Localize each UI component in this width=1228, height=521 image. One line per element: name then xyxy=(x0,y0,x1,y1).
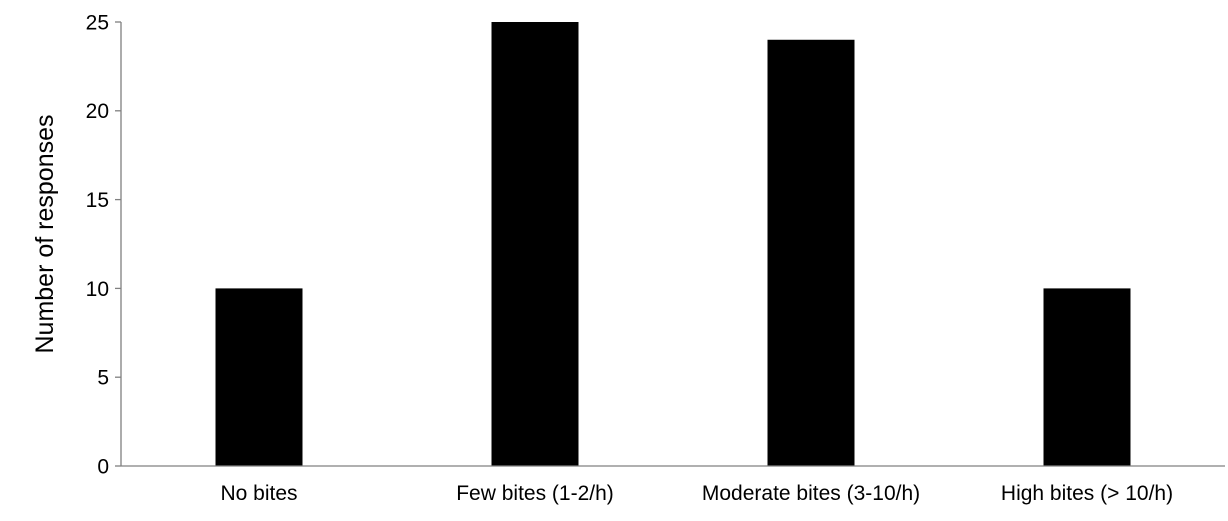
y-tick-label: 25 xyxy=(86,11,109,34)
bars-group xyxy=(215,22,1131,466)
y-tick-label: 10 xyxy=(86,278,109,301)
bar xyxy=(767,39,855,466)
bar xyxy=(215,288,303,466)
bar xyxy=(491,22,579,466)
bar xyxy=(1043,288,1131,466)
y-tick-label: 15 xyxy=(86,189,109,212)
y-tick-label: 5 xyxy=(97,367,109,390)
x-category-label: Moderate bites (3-10/h) xyxy=(702,482,920,505)
x-category-label: No bites xyxy=(220,482,297,505)
x-axis: No bites Few bites (1-2/h) Moderate bites … xyxy=(121,465,1225,505)
x-category-label: Few bites (1-2/h) xyxy=(456,482,614,505)
y-axis: 0 5 10 15 20 25 xyxy=(86,11,122,478)
y-tick-label: 0 xyxy=(97,455,109,478)
y-axis-title: Number of responses xyxy=(31,114,59,353)
x-category-label: High bites (> 10/h) xyxy=(1001,482,1173,505)
y-tick-label: 20 xyxy=(86,100,109,123)
